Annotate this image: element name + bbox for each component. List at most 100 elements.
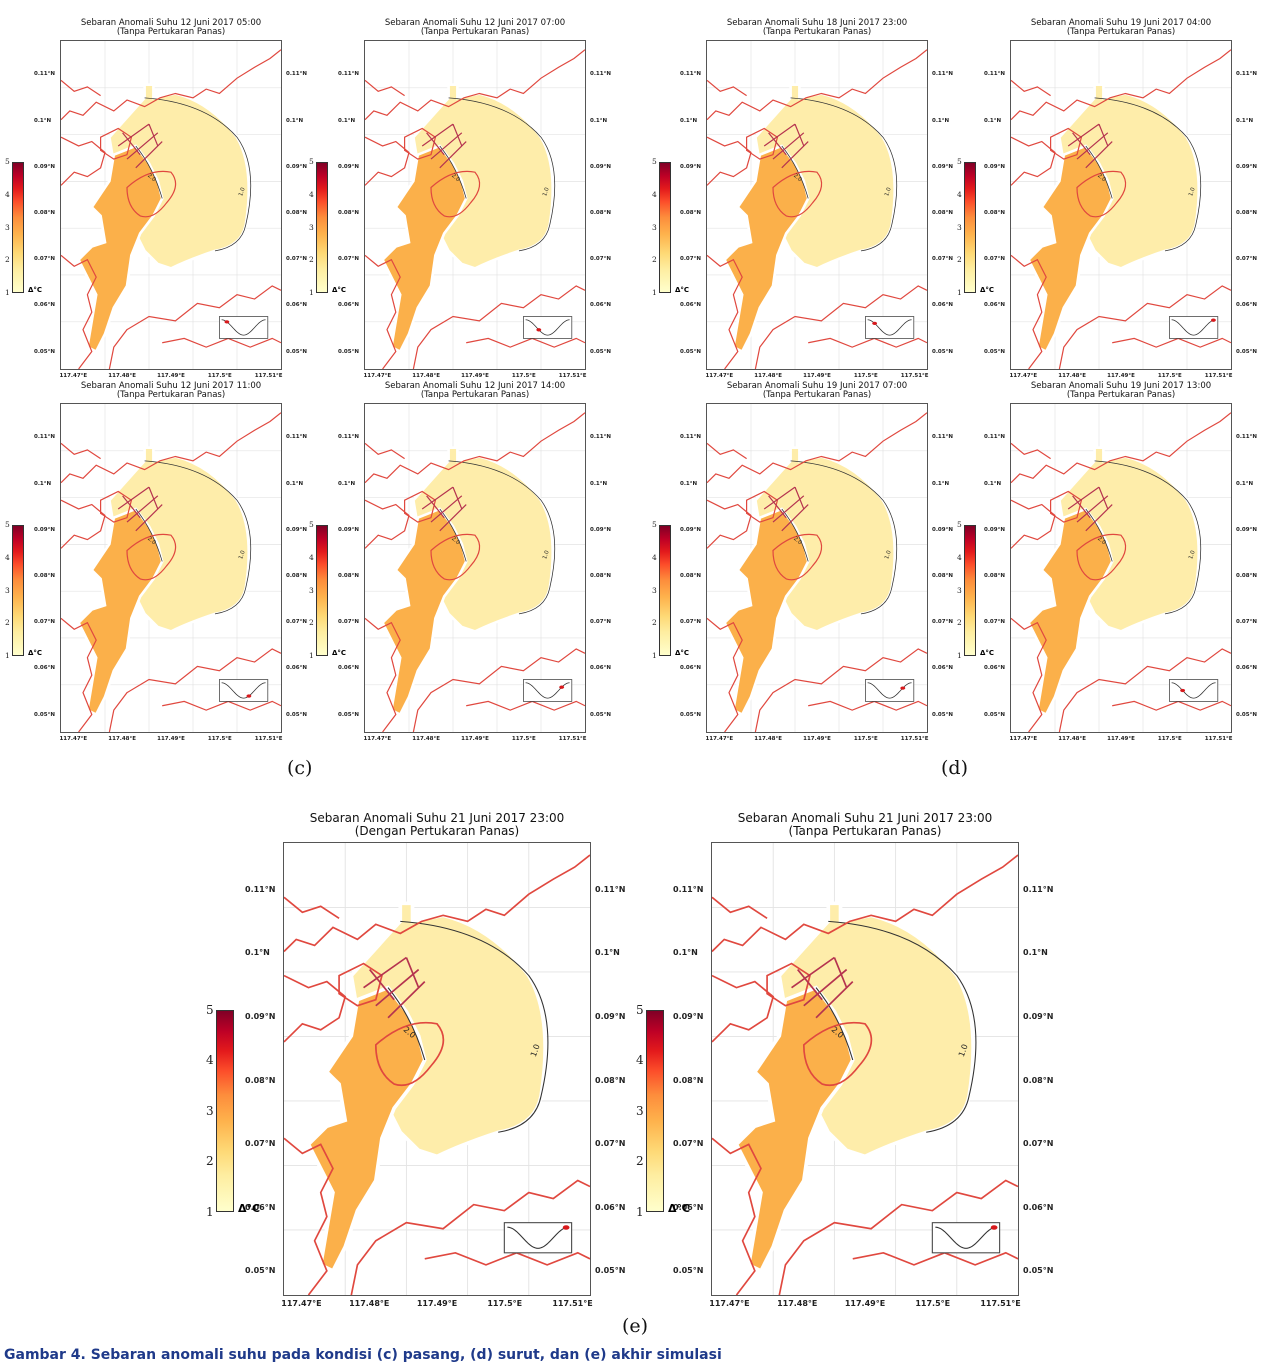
map-canvas bbox=[1011, 41, 1231, 369]
tide-phase-marker bbox=[990, 1225, 998, 1230]
caption-d: (d) bbox=[941, 757, 968, 779]
lat-tick-label-right: 0.07°N bbox=[595, 1139, 626, 1149]
colorbar-tick-label: 2 bbox=[5, 618, 10, 628]
colorbar-tick-label: 3 bbox=[206, 1103, 214, 1118]
lat-tick-label-right: 0.05°N bbox=[590, 348, 611, 355]
colorbar-gradient bbox=[646, 1009, 664, 1212]
colorbar-tick-label: 5 bbox=[5, 157, 10, 167]
colorbar-tick-label: 1 bbox=[652, 651, 657, 661]
lat-tick-label-left: 0.1°N bbox=[338, 480, 356, 487]
colorbar-gradient bbox=[659, 525, 671, 657]
colorbar-tick-label: 1 bbox=[652, 288, 657, 298]
panel-title-line1: Sebaran Anomali Suhu 12 Juni 2017 07:00 bbox=[384, 18, 566, 28]
lat-tick-label-right: 0.1°N bbox=[1023, 948, 1048, 958]
tide-inset bbox=[865, 316, 915, 339]
colorbar-tick-label: 1 bbox=[309, 288, 314, 298]
panel-title-line1: Sebaran Anomali Suhu 19 Juni 2017 07:00 bbox=[726, 381, 908, 391]
caption-e: (e) bbox=[622, 1315, 649, 1337]
panel-title-line2: (Tanpa Pertukaran Panas) bbox=[116, 389, 226, 400]
colorbar-tick-label: 1 bbox=[636, 1204, 644, 1219]
lon-tick-label: 117.51°E bbox=[900, 373, 929, 379]
colorbar-tick-label: 4 bbox=[957, 552, 962, 562]
lat-tick-label-right: 0.08°N bbox=[932, 209, 953, 216]
lon-tick-label: 117.48°E bbox=[108, 736, 137, 742]
lat-tick-label-left: 0.05°N bbox=[338, 348, 359, 355]
lat-tick-label-left: 0.1°N bbox=[984, 117, 1002, 124]
lat-tick-label-left: 0.1°N bbox=[673, 948, 698, 958]
figure-footer-caption: Gambar 4. Sebaran anomali suhu pada kond… bbox=[4, 1347, 722, 1363]
lat-tick-label-right: 0.09°N bbox=[590, 526, 611, 533]
lat-tick-label-left: 0.11°N bbox=[338, 434, 359, 441]
lat-tick-label-right: 0.1°N bbox=[595, 948, 620, 958]
map-frame bbox=[1010, 40, 1232, 370]
colorbar-tick-label: 1 bbox=[5, 651, 10, 661]
lon-tick-label: 117.51°E bbox=[980, 1299, 1021, 1308]
lat-tick-label-right: 0.07°N bbox=[1236, 619, 1257, 626]
lat-tick-label-left: 0.1°N bbox=[338, 117, 356, 124]
lat-tick-label-left: 0.11°N bbox=[984, 434, 1005, 441]
lat-tick-label-left: 0.08°N bbox=[680, 572, 701, 579]
panel-title: Sebaran Anomali Suhu 21 Juni 2017 23:00(… bbox=[283, 812, 591, 837]
lat-tick-label-left: 0.05°N bbox=[680, 348, 701, 355]
lat-tick-label-right: 0.09°N bbox=[932, 163, 953, 170]
panel-title-line1: Sebaran Anomali Suhu 19 Juni 2017 13:00 bbox=[1030, 381, 1212, 391]
lat-tick-label-right: 0.07°N bbox=[1236, 256, 1257, 263]
colorbar-tick-label: 5 bbox=[957, 157, 962, 167]
lat-tick-label-right: 0.11°N bbox=[595, 884, 626, 894]
colorbar-tick-label: 5 bbox=[206, 1002, 214, 1017]
map-canvas bbox=[365, 41, 585, 369]
lat-tick-label-right: 0.09°N bbox=[286, 163, 307, 170]
lat-tick-label-right: 0.11°N bbox=[1236, 434, 1257, 441]
lat-tick-label-left: 0.09°N bbox=[34, 526, 55, 533]
lat-tick-label-left: 0.09°N bbox=[338, 163, 359, 170]
lat-tick-label-right: 0.11°N bbox=[932, 71, 953, 78]
lat-tick-label-right: 0.07°N bbox=[932, 256, 953, 263]
colorbar-tick-label: 5 bbox=[5, 520, 10, 530]
lon-tick-label: 117.47°E bbox=[705, 373, 734, 379]
panel-title-line2: (Tanpa Pertukaran Panas) bbox=[116, 26, 226, 37]
lat-tick-label-left: 0.1°N bbox=[34, 117, 52, 124]
lat-tick-label-left: 0.09°N bbox=[34, 163, 55, 170]
colorbar-tick-label: 4 bbox=[652, 189, 657, 199]
colorbar-tick-label: 5 bbox=[652, 520, 657, 530]
lat-tick-label-left: 0.06°N bbox=[984, 302, 1005, 309]
map-frame bbox=[283, 842, 591, 1296]
panel-title-line1: Sebaran Anomali Suhu 21 Juni 2017 23:00 bbox=[309, 811, 565, 825]
lat-tick-label-right: 0.06°N bbox=[932, 665, 953, 672]
tide-inset bbox=[1169, 679, 1219, 702]
lon-tick-label: 117.51°E bbox=[254, 373, 283, 379]
colorbar-unit: Δ°C bbox=[28, 286, 43, 295]
lon-tick-label: 117.47°E bbox=[705, 736, 734, 742]
lat-tick-label-left: 0.08°N bbox=[984, 572, 1005, 579]
lon-tick-label: 117.5°E bbox=[207, 373, 232, 379]
colorbar-unit: Δ°C bbox=[668, 1201, 691, 1215]
panel-title-line2: (Tanpa Pertukaran Panas) bbox=[762, 26, 872, 37]
lat-tick-label-left: 0.06°N bbox=[245, 1202, 276, 1212]
tide-phase-marker bbox=[872, 321, 878, 325]
lat-tick-label-left: 0.06°N bbox=[34, 665, 55, 672]
colorbar-tick-label: 3 bbox=[957, 585, 962, 595]
lat-tick-label-right: 0.11°N bbox=[286, 434, 307, 441]
tide-inset bbox=[1169, 316, 1219, 339]
colorbar-tick-label: 1 bbox=[957, 288, 962, 298]
lat-tick-label-right: 0.11°N bbox=[590, 434, 611, 441]
tide-phase-marker bbox=[224, 320, 230, 324]
lat-tick-label-left: 0.11°N bbox=[245, 884, 276, 894]
lat-tick-label-right: 0.06°N bbox=[286, 302, 307, 309]
lat-tick-label-left: 0.07°N bbox=[680, 256, 701, 263]
colorbar-tick-label: 1 bbox=[206, 1204, 214, 1219]
lat-tick-label-right: 0.07°N bbox=[286, 256, 307, 263]
colorbar-tick-label: 5 bbox=[309, 520, 314, 530]
panel-title-line1: Sebaran Anomali Suhu 12 Juni 2017 11:00 bbox=[80, 381, 262, 391]
lon-tick-label: 117.48°E bbox=[1058, 736, 1087, 742]
colorbar-tick-label: 4 bbox=[309, 552, 314, 562]
lat-tick-label-left: 0.06°N bbox=[680, 302, 701, 309]
tide-phase-marker bbox=[1180, 688, 1186, 693]
map-frame bbox=[364, 403, 586, 733]
lat-tick-label-right: 0.08°N bbox=[932, 572, 953, 579]
lat-tick-label-right: 0.06°N bbox=[590, 665, 611, 672]
colorbar-gradient bbox=[659, 162, 671, 294]
tide-phase-marker bbox=[559, 685, 565, 689]
colorbar-tick-label: 3 bbox=[5, 222, 10, 232]
lat-tick-label-right: 0.07°N bbox=[286, 619, 307, 626]
